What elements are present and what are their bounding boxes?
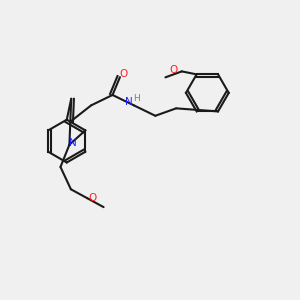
Text: O: O — [169, 65, 178, 75]
Text: O: O — [119, 69, 128, 79]
Text: N: N — [68, 138, 76, 148]
Text: N: N — [125, 98, 132, 107]
Text: O: O — [88, 193, 97, 202]
Text: H: H — [133, 94, 140, 103]
